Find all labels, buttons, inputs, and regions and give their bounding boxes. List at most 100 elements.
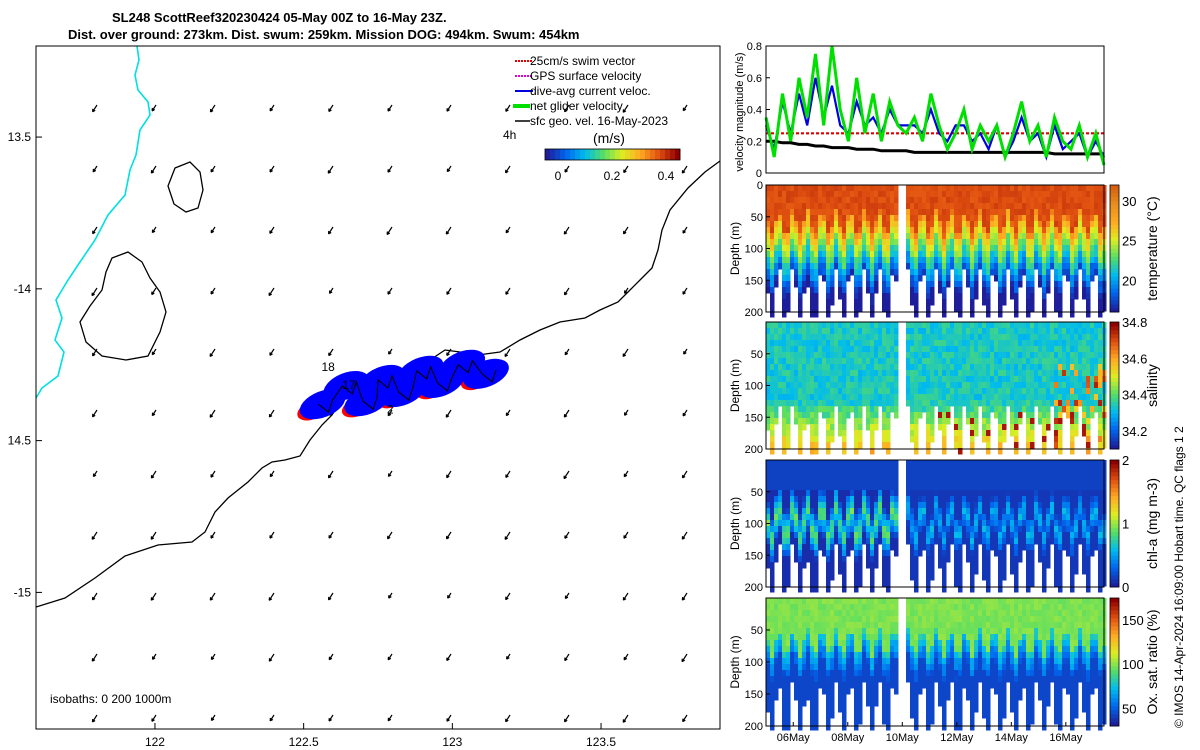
section-cell <box>806 406 811 413</box>
section-cell <box>910 484 915 491</box>
section-cell <box>1042 203 1047 210</box>
section-cell <box>782 275 787 282</box>
section-cell <box>970 322 975 329</box>
section-cell <box>858 305 863 312</box>
section-cell <box>886 562 891 569</box>
velocity-vector-shaft <box>563 470 570 479</box>
section-cell <box>994 221 999 228</box>
section-cell <box>1054 532 1059 539</box>
section-cell <box>918 197 923 204</box>
section-cell <box>1046 520 1051 527</box>
section-cell <box>1030 436 1035 443</box>
section-cell <box>946 346 951 353</box>
section-cell <box>950 532 955 539</box>
section-cell <box>1038 269 1043 276</box>
section-cell <box>910 269 915 276</box>
section-cell <box>798 520 803 527</box>
section-cell <box>782 526 787 533</box>
section-cell <box>1074 263 1079 270</box>
section-cell <box>922 251 927 258</box>
section-cell <box>1070 197 1075 204</box>
section-colorbar-frame <box>1109 321 1120 450</box>
section-cell <box>942 586 947 593</box>
section-cell <box>1026 466 1031 473</box>
section-cell <box>946 340 951 347</box>
section-cell <box>798 424 803 431</box>
section-cell <box>770 221 775 228</box>
section-cell <box>814 281 819 288</box>
section-cell <box>938 227 943 234</box>
section-cell <box>890 328 895 335</box>
section-cell <box>926 251 931 258</box>
section-cell <box>950 203 955 210</box>
section-cell <box>1090 275 1095 282</box>
section-cell <box>958 287 963 294</box>
section-cell <box>782 299 787 306</box>
section-cell <box>834 478 839 485</box>
section-cell <box>966 538 971 545</box>
section-y-tick-label: 50 <box>751 212 763 224</box>
section-cell <box>974 358 979 365</box>
section-cell <box>914 293 919 300</box>
section-cell <box>958 472 963 479</box>
section-cell <box>798 418 803 425</box>
velocity-vector-head <box>327 170 332 174</box>
section-cell <box>958 460 963 467</box>
section-cell <box>1066 400 1071 407</box>
section-cell <box>798 263 803 270</box>
section-cell <box>938 275 943 282</box>
section-cell <box>814 550 819 557</box>
section-cell <box>1022 370 1027 377</box>
section-cell <box>798 580 803 587</box>
section-cell <box>1014 526 1019 533</box>
section-cell <box>914 418 919 425</box>
section-cell <box>894 364 899 371</box>
section-cell <box>1062 472 1067 479</box>
section-cell <box>878 322 883 329</box>
section-cell <box>1074 239 1079 246</box>
section-cell <box>802 233 807 240</box>
section-cell <box>798 328 803 335</box>
velocity-vector <box>564 104 570 113</box>
section-cell <box>834 394 839 401</box>
section-cell <box>1014 484 1019 491</box>
section-cell <box>1054 580 1059 587</box>
section-cell <box>1014 520 1019 527</box>
section-cell <box>1094 370 1099 377</box>
section-cell <box>770 460 775 467</box>
section-cell <box>926 412 931 419</box>
section-cell <box>850 221 855 228</box>
section-cell <box>894 406 899 413</box>
section-cell <box>1098 209 1103 216</box>
section-cell <box>994 478 999 485</box>
section-cell <box>858 233 863 240</box>
section-cell <box>914 520 919 527</box>
section-cell <box>1010 418 1015 425</box>
section-cell <box>886 281 891 288</box>
section-cell <box>1066 370 1071 377</box>
section-cell <box>1082 376 1087 383</box>
section-cell <box>834 197 839 204</box>
section-cell <box>870 406 875 413</box>
section-cell <box>838 275 843 282</box>
section-cell <box>810 412 815 419</box>
section-cell <box>950 484 955 491</box>
section-cell <box>1058 352 1063 359</box>
section-cell <box>806 394 811 401</box>
section-cell <box>926 568 931 575</box>
section-cell <box>834 490 839 497</box>
section-cell <box>1030 508 1035 515</box>
chart-title-line2: Dist. over ground: 273km. Dist. swum: 25… <box>68 27 580 42</box>
section-cell <box>910 574 915 581</box>
section-cell <box>814 275 819 282</box>
section-cell <box>1078 376 1083 383</box>
section-cell <box>882 388 887 395</box>
section-cell <box>874 388 879 395</box>
section-cell <box>954 275 959 282</box>
section-cell <box>930 406 935 413</box>
section-cell <box>1010 544 1015 551</box>
section-cell <box>870 544 875 551</box>
section-cell <box>1078 340 1083 347</box>
section-cell <box>774 197 779 204</box>
section-cell <box>954 472 959 479</box>
